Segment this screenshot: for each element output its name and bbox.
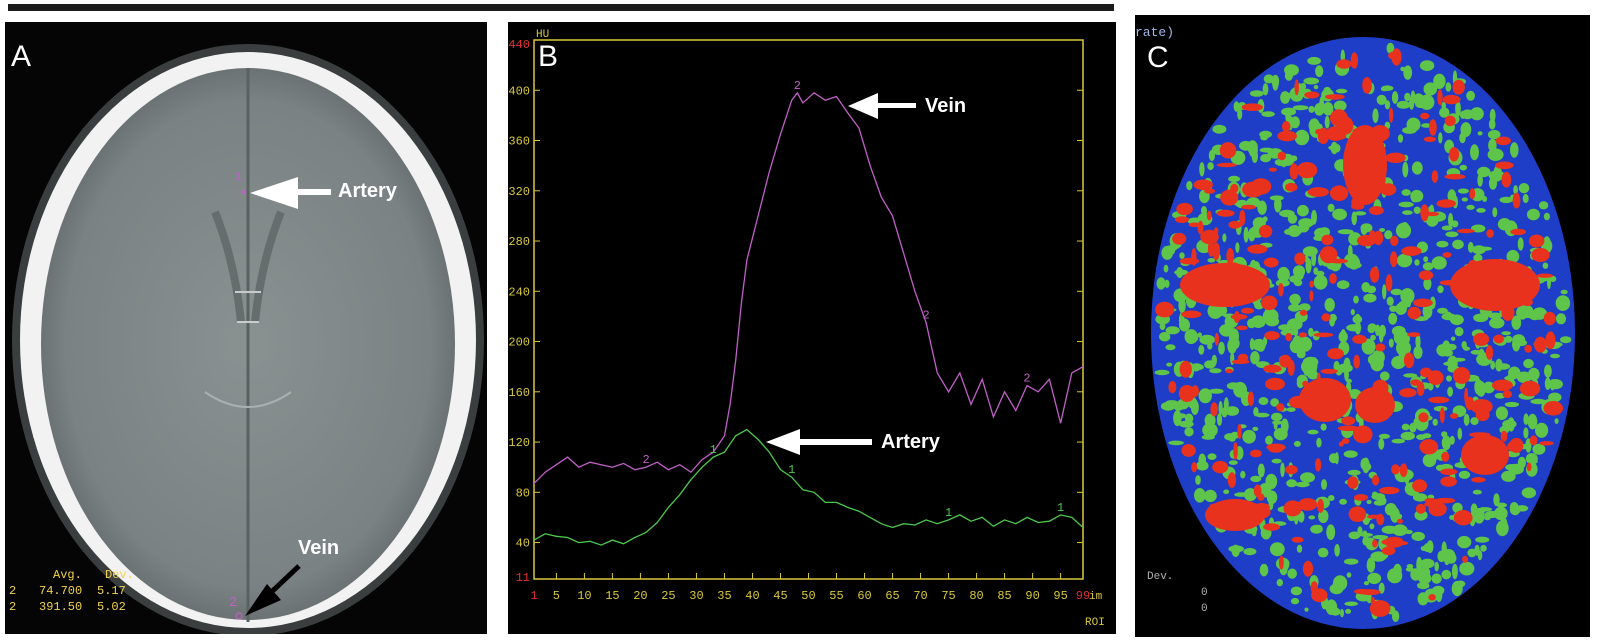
y-tick-label: 320 <box>508 185 530 199</box>
vein-curve <box>533 91 1084 484</box>
x-tick-label: 45 <box>773 589 787 603</box>
x-tick-label: 60 <box>857 589 871 603</box>
x-tick-label: 50 <box>801 589 815 603</box>
y-tick-label: 200 <box>508 336 530 350</box>
x-tick-label: 80 <box>969 589 983 603</box>
chart-artery-annotation: Artery <box>881 431 940 453</box>
x-tick-label: 5 <box>553 589 560 603</box>
vein-curve-marker: 2 <box>642 453 649 467</box>
stat-header-dev: Dev. <box>105 568 134 582</box>
chart-vein-annotation: Vein <box>925 95 967 117</box>
stat-row2-n: 2 <box>9 600 17 614</box>
artery-annotation: Artery <box>338 180 397 202</box>
x-tick-label: 90 <box>1025 589 1039 603</box>
plot-frame <box>533 39 1084 580</box>
top-rule <box>8 4 1114 11</box>
y-tick-label: 240 <box>508 285 530 299</box>
x-tick-label: 1 <box>530 589 537 603</box>
stat-row1-avg: 74.700 <box>39 584 83 598</box>
y-tick-label: 80 <box>516 486 530 500</box>
artery-curve <box>533 428 1084 546</box>
stat-row1-dev: 5.17 <box>97 584 126 598</box>
stat-header-avg: Avg. <box>53 568 82 582</box>
roi-1-marker: 1 <box>235 170 243 184</box>
y-tick-label: 280 <box>508 235 530 249</box>
artery-curve-marker: 1 <box>1057 501 1064 515</box>
x-axis-label: im <box>1089 591 1103 603</box>
y-tick-label: 40 <box>516 537 530 551</box>
x-tick-label: 10 <box>577 589 591 603</box>
panel-a-ct-image: A Artery Vein 1 2 Avg. Dev. 2 74.700 5.1… <box>5 22 487 634</box>
x-tick-label: 65 <box>885 589 899 603</box>
x-tick-label: 85 <box>997 589 1011 603</box>
x-tick-label: 75 <box>941 589 955 603</box>
vein-curve-marker: 2 <box>1023 372 1030 386</box>
panel-b-chart: 440 400 360 320 280 240 200 160 120 80 40 11 1 5 10 15 2… <box>508 22 1116 634</box>
ct-brain-image <box>5 22 487 634</box>
zero-2: 0 <box>1201 603 1208 615</box>
y-tick-label: 400 <box>508 84 530 98</box>
zero-1: 0 <box>1201 587 1208 599</box>
x-tick-label: 25 <box>661 589 675 603</box>
y-tick-label: 440 <box>508 38 530 52</box>
y-tick-label: 120 <box>508 436 530 450</box>
y-tick-label: 360 <box>508 135 530 149</box>
x-axis-label-roi: ROI <box>1085 617 1105 629</box>
vein-arrow-head <box>848 93 878 119</box>
panel-b-label: B <box>538 40 559 73</box>
x-tick-label: 40 <box>745 589 759 603</box>
panel-a-label: A <box>11 40 32 73</box>
y-tick-label: 160 <box>508 386 530 400</box>
x-tick-label: 15 <box>605 589 619 603</box>
perfusion-map-image <box>1135 15 1590 637</box>
stat-row2-dev: 5.02 <box>97 600 126 614</box>
x-tick-label: 20 <box>633 589 647 603</box>
artery-curve-marker: 1 <box>710 443 717 457</box>
artery-curve-marker: 1 <box>945 506 952 520</box>
vein-curve-marker: 2 <box>923 309 930 323</box>
roi-2-marker: 2 <box>229 595 238 611</box>
artery-curve-marker: 1 <box>788 463 795 477</box>
corner-text: rate) <box>1135 25 1175 40</box>
x-tick-label: 30 <box>689 589 703 603</box>
y-axis-label: HU <box>536 29 549 41</box>
perfusion-texture <box>1154 42 1572 622</box>
x-tick-label: 95 <box>1053 589 1067 603</box>
stat-row1-n: 2 <box>9 584 17 598</box>
x-tick-label: 55 <box>829 589 843 603</box>
artery-arrow-head <box>766 429 800 455</box>
vein-curve-marker: 2 <box>794 79 801 93</box>
vein-arrow-shaft <box>876 103 916 108</box>
stat-row2-avg: 391.50 <box>39 600 83 614</box>
panel-c-perfusion-map: C rate) Dev. 0 0 <box>1135 15 1590 637</box>
vein-annotation: Vein <box>298 537 340 559</box>
x-tick-label: 99 <box>1076 589 1090 603</box>
x-tick-label: 70 <box>913 589 927 603</box>
panel-c-label: C <box>1147 41 1169 74</box>
y-tick-label: 11 <box>516 571 530 585</box>
dev-text: Dev. <box>1147 571 1174 583</box>
artery-arrow-shaft <box>798 439 872 445</box>
x-tick-label: 35 <box>717 589 731 603</box>
